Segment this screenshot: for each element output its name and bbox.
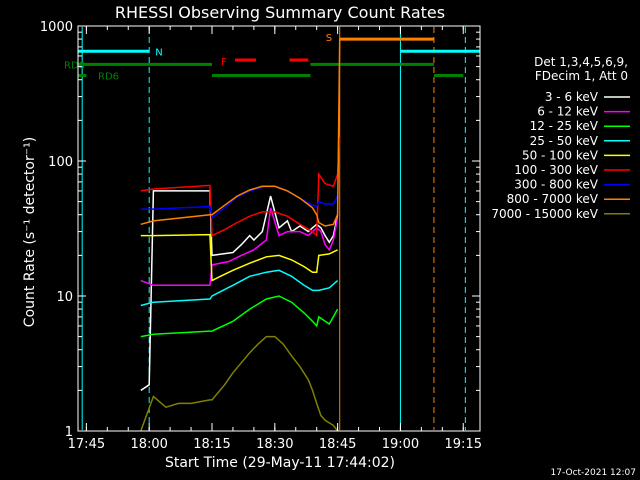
x-tick-label: 19:15	[445, 437, 482, 452]
chart-title: RHESSI Observing Summary Count Rates	[115, 3, 445, 22]
y-tick-label: 1000	[40, 20, 73, 35]
flag-label-rd8: RD8	[64, 60, 85, 71]
data-series	[140, 38, 434, 432]
series-line	[140, 233, 338, 282]
flag-label-s: S	[326, 33, 332, 44]
y-tick-label: 100	[48, 155, 73, 170]
y-tick-label: 1	[65, 425, 73, 440]
legend-label: 6 - 12 keV	[537, 105, 599, 119]
axes: 17:45 18:00 18:15 18:30 18:45 19:00 19:15 1 10 10…	[40, 20, 482, 452]
series-line	[140, 269, 339, 307]
legend-label: 100 - 300 keV	[514, 163, 598, 177]
legend: Det 1,3,4,5,6,9, FDecim 1, Att 0 3 - 6 k…	[491, 55, 630, 221]
legend-label: 25 - 50 keV	[530, 134, 599, 148]
x-tick-label: 18:15	[193, 437, 230, 452]
x-tick-label: 18:30	[256, 437, 293, 452]
y-tick-label: 10	[56, 290, 73, 305]
series-line	[140, 137, 341, 238]
flag-label-n: N	[155, 47, 162, 58]
legend-label: 7000 - 15000 keV	[491, 207, 598, 221]
flag-label-rd6: RD6	[98, 71, 119, 82]
series-line	[140, 335, 339, 432]
x-axis-label: Start Time (29-May-11 17:44:02)	[165, 455, 395, 471]
legend-header-line-2: FDecim 1, Att 0	[535, 69, 628, 83]
x-tick-label: 18:45	[319, 437, 356, 452]
legend-label: 12 - 25 keV	[530, 119, 599, 133]
x-tick-label: 19:00	[382, 437, 419, 452]
legend-label: 300 - 800 keV	[514, 178, 598, 192]
x-tick-label: 17:45	[68, 437, 105, 452]
legend-label: 50 - 100 keV	[522, 148, 599, 162]
flag-label-f: F	[221, 57, 227, 68]
y-axis-label: Count Rate (s⁻¹ detector⁻¹)	[22, 137, 38, 327]
legend-header-line-1: Det 1,3,4,5,6,9,	[534, 55, 628, 69]
footer-date: 17-Oct-2021 12:07	[551, 468, 636, 478]
legend-label: 3 - 6 keV	[545, 90, 599, 104]
x-tick-label: 18:00	[130, 437, 167, 452]
legend-label: 800 - 7000 keV	[507, 192, 599, 206]
series-line	[140, 295, 339, 338]
plot-frame	[77, 25, 481, 432]
series-line	[140, 38, 434, 227]
